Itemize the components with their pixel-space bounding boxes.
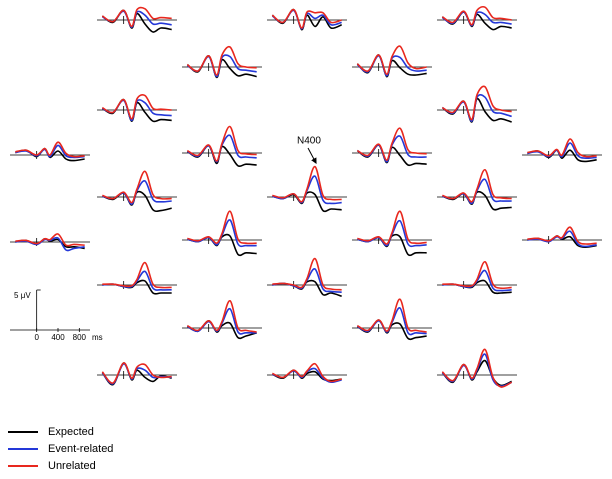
annotation-arrow xyxy=(307,147,317,165)
waveform xyxy=(441,5,512,26)
waveform xyxy=(442,261,512,290)
scale-x-tick-label: 400 xyxy=(51,333,65,342)
waveform xyxy=(271,8,342,29)
waveform xyxy=(186,125,257,162)
waveform xyxy=(187,210,257,245)
waveform xyxy=(102,261,172,289)
scale-y-label: 5 μV xyxy=(14,291,31,300)
legend-label: Event-related xyxy=(48,443,113,455)
waveform xyxy=(272,257,342,291)
waveform xyxy=(272,191,342,213)
waveform xyxy=(101,94,172,120)
waveform xyxy=(101,6,172,28)
waveform xyxy=(441,11,512,31)
waveform xyxy=(186,54,257,78)
waveform xyxy=(527,138,597,158)
waveform xyxy=(271,362,342,383)
waveform xyxy=(272,165,342,203)
waveform xyxy=(186,299,257,333)
waveform xyxy=(186,45,257,76)
annotation: N400 xyxy=(297,136,321,147)
waveform xyxy=(356,298,427,333)
waveform xyxy=(102,180,172,205)
legend-label: Unrelated xyxy=(48,460,96,472)
waveform xyxy=(356,127,427,162)
waveform xyxy=(442,168,512,203)
scale-x-unit: ms xyxy=(92,333,103,342)
waveform xyxy=(441,348,513,388)
waveform xyxy=(101,362,172,384)
waveform xyxy=(356,45,427,76)
waveform xyxy=(527,226,597,245)
scale-x-tick-label: 0 xyxy=(34,333,39,342)
waveform xyxy=(441,85,512,121)
waveform xyxy=(15,141,85,158)
waveform xyxy=(15,233,85,247)
waveform xyxy=(357,210,427,245)
waveform xyxy=(441,94,512,123)
legend-label: Expected xyxy=(48,426,94,438)
waveform xyxy=(102,170,172,204)
waveform xyxy=(356,135,427,163)
scale-x-tick-label: 800 xyxy=(73,333,87,342)
